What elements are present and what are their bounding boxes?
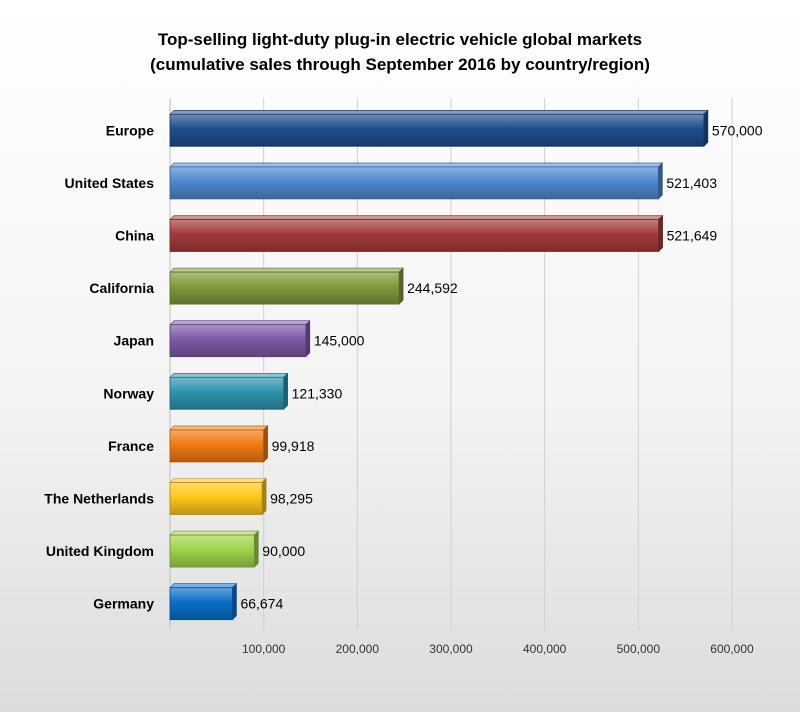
data-label: 121,330 xyxy=(292,385,343,401)
bar xyxy=(169,534,255,568)
bar xyxy=(169,482,263,515)
x-tick-label: 200,000 xyxy=(336,642,380,656)
bar xyxy=(169,113,705,147)
bar-top-face xyxy=(169,583,238,589)
data-label: 521,403 xyxy=(666,175,717,191)
bar-top-face xyxy=(169,110,709,115)
bar xyxy=(169,429,264,463)
bar-side-face xyxy=(261,477,267,516)
bar-top-face xyxy=(169,530,260,536)
category-label: The Netherlands xyxy=(44,491,154,507)
data-label: 244,592 xyxy=(407,280,458,296)
bar-top-face xyxy=(169,215,664,220)
bar-top-face xyxy=(169,478,267,483)
bar-top-face xyxy=(169,372,289,378)
x-tick-label: 100,000 xyxy=(242,642,286,656)
data-label: 66,674 xyxy=(240,596,283,612)
bar-side-face xyxy=(398,267,404,305)
bar xyxy=(169,271,400,305)
category-label: United Kingdom xyxy=(46,543,154,559)
category-label: China xyxy=(115,228,154,244)
bar-side-face xyxy=(263,425,268,463)
data-label: 90,000 xyxy=(262,543,305,559)
category-label: France xyxy=(108,438,154,454)
chart-subtitle: (cumulative sales through September 2016… xyxy=(150,55,650,74)
data-label: 99,918 xyxy=(272,438,315,454)
bar-top-face xyxy=(169,267,404,273)
bar-top-face xyxy=(169,425,269,431)
category-label: United States xyxy=(65,175,155,191)
bar-side-face xyxy=(232,582,237,621)
category-label: California xyxy=(89,280,154,296)
x-tick-label: 500,000 xyxy=(617,642,661,656)
bar xyxy=(169,324,307,358)
category-label: Europe xyxy=(106,122,154,138)
bar-side-face xyxy=(254,530,259,568)
category-label: Norway xyxy=(103,385,154,401)
category-label: Germany xyxy=(93,596,154,612)
bar xyxy=(169,376,285,410)
bar-side-face xyxy=(305,319,311,358)
chart-title: Top-selling light-duty plug-in electric … xyxy=(157,30,643,49)
x-tick-label: 600,000 xyxy=(710,642,754,656)
bar-top-face xyxy=(169,320,311,326)
bar xyxy=(169,219,660,252)
x-tick-label: 300,000 xyxy=(429,642,473,656)
data-label: 98,295 xyxy=(270,491,313,507)
bar-side-face xyxy=(283,372,288,411)
data-label: 570,000 xyxy=(712,122,763,138)
bar-side-face xyxy=(658,214,663,253)
bar-side-face xyxy=(658,162,663,200)
x-tick-label: 400,000 xyxy=(523,642,567,656)
bar-top-face xyxy=(169,162,664,168)
data-label: 145,000 xyxy=(314,333,365,349)
category-label: Japan xyxy=(114,333,154,349)
bar xyxy=(169,166,659,200)
data-label: 521,649 xyxy=(667,228,718,244)
bar-side-face xyxy=(703,109,709,148)
bar xyxy=(169,587,233,621)
